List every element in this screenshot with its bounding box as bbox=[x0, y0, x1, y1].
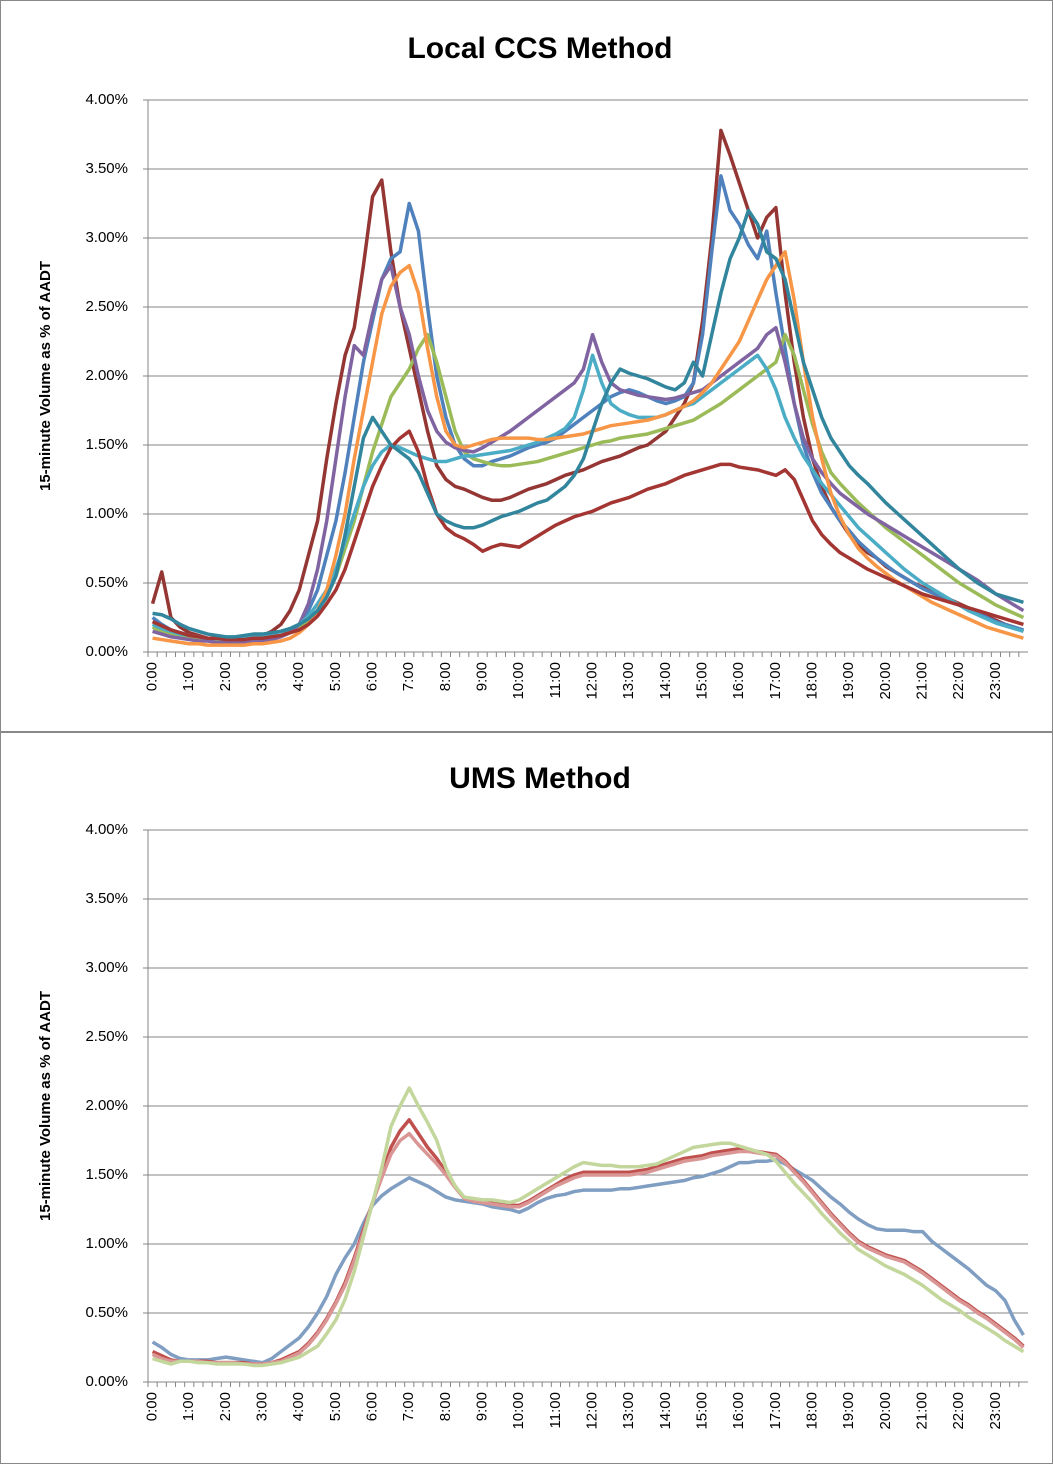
x-tick-label: 22:00 bbox=[950, 1392, 967, 1430]
x-tick-label: 11:00 bbox=[547, 1392, 564, 1428]
x-tick-label: 23:00 bbox=[987, 1392, 1004, 1430]
y-tick-label: 2.50% bbox=[85, 298, 128, 315]
x-tick-label: 0:00 bbox=[144, 662, 161, 691]
y-tick-label: 1.00% bbox=[85, 505, 128, 522]
x-tick-label: 17:00 bbox=[767, 662, 784, 700]
x-tick-label: 14:00 bbox=[657, 1392, 674, 1430]
x-tick-label: 19:00 bbox=[840, 662, 857, 700]
x-tick-label: 6:00 bbox=[364, 662, 381, 691]
series-line bbox=[151, 429, 1024, 642]
x-tick-label: 3:00 bbox=[254, 662, 271, 691]
x-tick-label: 21:00 bbox=[914, 1392, 931, 1430]
x-tick-label: 12:00 bbox=[584, 1392, 601, 1430]
x-tick-label: 21:00 bbox=[914, 662, 931, 700]
x-tick-label: 13:00 bbox=[620, 1392, 637, 1430]
series-line bbox=[152, 208, 1024, 639]
panel-border bbox=[0, 0, 1053, 732]
x-tick-label: 2:00 bbox=[217, 1392, 234, 1421]
x-tick-label: 11:00 bbox=[547, 662, 564, 698]
x-tick-label: 5:00 bbox=[327, 662, 344, 691]
x-tick-label: 14:00 bbox=[657, 662, 674, 700]
y-axis-label: 15-minute Volume as % of AADT bbox=[37, 991, 54, 1221]
y-tick-label: 2.50% bbox=[85, 1028, 128, 1045]
series-line bbox=[151, 1131, 1025, 1366]
y-tick-label: 0.00% bbox=[85, 1373, 128, 1390]
x-tick-label: 3:00 bbox=[254, 1392, 271, 1421]
x-tick-label: 16:00 bbox=[730, 1392, 747, 1430]
panel-border bbox=[0, 732, 1053, 1464]
y-tick-label: 1.00% bbox=[85, 1235, 128, 1252]
x-tick-label: 1:00 bbox=[180, 1392, 197, 1421]
x-tick-label: 10:00 bbox=[510, 662, 527, 700]
x-tick-label: 22:00 bbox=[950, 662, 967, 700]
y-tick-label: 1.50% bbox=[85, 436, 128, 453]
x-tick-label: 15:00 bbox=[694, 662, 711, 700]
x-tick-label: 2:00 bbox=[217, 662, 234, 691]
x-tick-label: 4:00 bbox=[290, 662, 307, 691]
x-tick-label: 4:00 bbox=[290, 1392, 307, 1421]
x-tick-label: 6:00 bbox=[364, 1392, 381, 1421]
series-line bbox=[151, 1158, 1025, 1365]
y-tick-label: 1.50% bbox=[85, 1166, 128, 1183]
x-tick-label: 18:00 bbox=[804, 662, 821, 700]
chart-title: UMS Method bbox=[449, 762, 631, 795]
y-tick-label: 0.00% bbox=[85, 643, 128, 660]
x-tick-label: 13:00 bbox=[620, 662, 637, 700]
y-tick-label: 2.00% bbox=[85, 1097, 128, 1114]
series-line bbox=[152, 250, 1024, 647]
y-tick-label: 3.50% bbox=[85, 890, 128, 907]
y-axis-label: 15-minute Volume as % of AADT bbox=[37, 261, 54, 491]
x-tick-label: 10:00 bbox=[510, 1392, 527, 1430]
x-tick-label: 0:00 bbox=[144, 1392, 161, 1421]
series-line bbox=[152, 1086, 1025, 1368]
y-tick-label: 3.00% bbox=[85, 229, 128, 246]
x-tick-label: 5:00 bbox=[327, 1392, 344, 1421]
x-tick-label: 8:00 bbox=[437, 662, 454, 691]
x-tick-label: 20:00 bbox=[877, 1392, 894, 1430]
x-tick-label: 17:00 bbox=[767, 1392, 784, 1430]
chart-title: Local CCS Method bbox=[407, 32, 672, 65]
x-tick-label: 18:00 bbox=[804, 1392, 821, 1430]
x-tick-label: 9:00 bbox=[474, 1392, 491, 1421]
x-tick-label: 23:00 bbox=[987, 662, 1004, 700]
x-tick-label: 8:00 bbox=[437, 1392, 454, 1421]
x-tick-label: 1:00 bbox=[180, 662, 197, 691]
x-tick-label: 9:00 bbox=[474, 662, 491, 691]
y-tick-label: 0.50% bbox=[85, 574, 128, 591]
y-tick-label: 4.00% bbox=[85, 91, 128, 108]
y-tick-label: 0.50% bbox=[85, 1304, 128, 1321]
x-tick-label: 19:00 bbox=[840, 1392, 857, 1430]
x-tick-label: 7:00 bbox=[400, 1392, 417, 1421]
y-tick-label: 2.00% bbox=[85, 367, 128, 384]
x-tick-label: 16:00 bbox=[730, 662, 747, 700]
y-tick-label: 3.00% bbox=[85, 959, 128, 976]
x-tick-label: 15:00 bbox=[694, 1392, 711, 1430]
x-tick-label: 20:00 bbox=[877, 662, 894, 700]
y-tick-label: 3.50% bbox=[85, 160, 128, 177]
x-tick-label: 7:00 bbox=[400, 662, 417, 691]
y-tick-label: 4.00% bbox=[85, 821, 128, 838]
x-tick-label: 12:00 bbox=[584, 662, 601, 700]
